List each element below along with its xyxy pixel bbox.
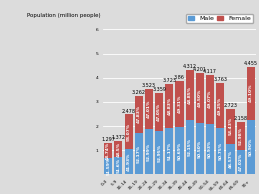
Text: 3.86: 3.86 (174, 75, 185, 80)
Text: 41.93%: 41.93% (127, 153, 131, 171)
Bar (155, 131, 163, 174)
Bar (186, 70, 194, 120)
Bar (216, 83, 224, 128)
Bar (247, 120, 255, 174)
Bar (135, 133, 143, 174)
Text: 2.158: 2.158 (234, 116, 248, 121)
Text: 50.75%: 50.75% (218, 142, 222, 160)
Bar (114, 157, 123, 174)
Text: 3.262: 3.262 (132, 90, 146, 95)
Text: 49.31%: 49.31% (177, 95, 182, 113)
Text: 3.523: 3.523 (142, 83, 156, 88)
Text: 52.15%: 52.15% (188, 138, 192, 156)
Bar (125, 114, 133, 149)
Text: 4.455: 4.455 (244, 61, 258, 66)
Text: 49.07%: 49.07% (208, 90, 212, 108)
Bar (247, 67, 255, 120)
Text: 52.99%: 52.99% (147, 143, 151, 161)
Text: Population (million people): Population (million people) (27, 13, 100, 18)
Text: 1.372: 1.372 (111, 135, 125, 140)
Bar (145, 129, 153, 174)
Text: 58.07%: 58.07% (127, 123, 131, 141)
Bar (186, 120, 194, 174)
Text: 46.57%: 46.57% (228, 150, 232, 168)
Text: 47.05%: 47.05% (157, 103, 161, 121)
Text: 53.43%: 53.43% (228, 117, 232, 135)
Text: 50.50%: 50.50% (198, 140, 202, 158)
Text: 50.69%: 50.69% (177, 142, 182, 160)
Text: 48.83%: 48.83% (167, 97, 171, 115)
Text: 4.312: 4.312 (183, 64, 197, 69)
Text: 52.98%: 52.98% (239, 127, 243, 145)
Legend: Male, Female: Male, Female (186, 14, 253, 23)
Text: 50.93%: 50.93% (208, 140, 212, 158)
Text: 3.763: 3.763 (213, 77, 227, 82)
Bar (226, 144, 235, 174)
Text: 2.478: 2.478 (122, 108, 136, 113)
Text: 48.85%: 48.85% (188, 86, 192, 104)
Text: 51.59%: 51.59% (106, 157, 110, 175)
Bar (155, 93, 163, 131)
Bar (226, 109, 235, 144)
Text: 47.02%: 47.02% (239, 153, 243, 171)
Bar (145, 89, 153, 129)
Text: 4.117: 4.117 (203, 69, 217, 74)
Bar (206, 75, 214, 124)
Bar (236, 122, 245, 150)
Text: 51.17%: 51.17% (167, 142, 171, 160)
Bar (165, 128, 174, 174)
Text: 47.01%: 47.01% (147, 100, 151, 119)
Text: 1.297: 1.297 (101, 137, 115, 142)
Bar (206, 124, 214, 174)
Bar (114, 141, 123, 157)
Text: 52.17%: 52.17% (137, 145, 141, 163)
Bar (165, 84, 174, 128)
Text: 51.6%: 51.6% (116, 158, 120, 173)
Bar (175, 81, 184, 127)
Bar (196, 73, 204, 123)
Text: 49.10%: 49.10% (249, 84, 253, 102)
Text: 52.95%: 52.95% (157, 144, 161, 162)
Text: 48.5%: 48.5% (116, 142, 120, 157)
Text: 50.90%: 50.90% (249, 138, 253, 156)
Bar (104, 143, 112, 158)
Text: 4.201: 4.201 (193, 67, 207, 72)
Text: 3.359: 3.359 (152, 87, 166, 92)
Text: 3.723: 3.723 (162, 78, 176, 83)
Text: 47.83%: 47.83% (137, 105, 141, 123)
Bar (104, 158, 112, 174)
Text: 48.74%: 48.74% (106, 141, 110, 160)
Bar (236, 150, 245, 174)
Bar (196, 123, 204, 174)
Text: 49.25%: 49.25% (218, 97, 222, 115)
Text: 49.50%: 49.50% (198, 89, 202, 107)
Bar (216, 128, 224, 174)
Bar (125, 149, 133, 174)
Text: 2.723: 2.723 (224, 103, 238, 108)
Bar (135, 96, 143, 133)
Bar (175, 127, 184, 174)
